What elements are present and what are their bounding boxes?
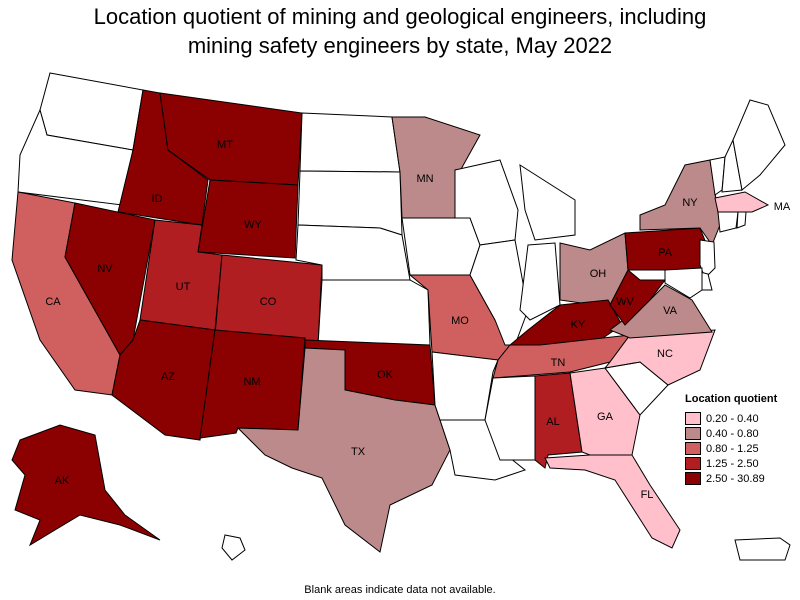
state-mi[interactable] bbox=[519, 164, 576, 241]
state-nd[interactable] bbox=[299, 112, 401, 173]
label-ga: GA bbox=[597, 411, 614, 423]
state-md[interactable] bbox=[664, 267, 703, 299]
label-mn: MN bbox=[416, 173, 433, 185]
state-ma[interactable] bbox=[714, 191, 770, 213]
map-title: Location quotient of mining and geologic… bbox=[0, 2, 800, 60]
label-nm: NM bbox=[243, 376, 260, 388]
state-ia[interactable] bbox=[401, 217, 481, 276]
label-mt: MT bbox=[217, 139, 233, 151]
legend-item: 0.20 - 0.40 bbox=[685, 411, 777, 426]
label-mo: MO bbox=[451, 315, 469, 327]
legend-item: 0.80 - 1.25 bbox=[685, 441, 777, 456]
legend-item: 1.25 - 2.50 bbox=[685, 456, 777, 471]
label-ca: CA bbox=[45, 296, 61, 308]
label-ky: KY bbox=[571, 319, 586, 331]
legend-item: 0.40 - 0.80 bbox=[685, 426, 777, 441]
legend-swatch bbox=[685, 472, 701, 485]
legend-label: 2.50 - 30.89 bbox=[706, 472, 765, 485]
legend-label: 0.80 - 1.25 bbox=[706, 442, 759, 455]
label-ut: UT bbox=[176, 281, 191, 293]
state-ks[interactable] bbox=[317, 279, 431, 346]
label-ma: MA bbox=[774, 201, 791, 213]
label-nc: NC bbox=[657, 348, 673, 360]
legend: Location quotient 0.20 - 0.40 0.40 - 0.8… bbox=[685, 393, 777, 486]
map-title-line2: mining safety engineers by state, May 20… bbox=[187, 33, 613, 58]
label-az: AZ bbox=[161, 371, 175, 383]
label-ak: AK bbox=[55, 475, 70, 487]
map-title-line1: Location quotient of mining and geologic… bbox=[93, 4, 707, 29]
state-pr[interactable] bbox=[734, 537, 791, 561]
label-co: CO bbox=[260, 296, 277, 308]
label-id: ID bbox=[152, 193, 163, 205]
legend-swatch bbox=[685, 412, 701, 425]
legend-label: 1.25 - 2.50 bbox=[706, 457, 759, 470]
legend-item: 2.50 - 30.89 bbox=[685, 471, 777, 486]
state-me[interactable] bbox=[732, 99, 786, 191]
label-wy: WY bbox=[244, 219, 262, 231]
state-fl[interactable] bbox=[544, 454, 681, 549]
label-pa: PA bbox=[658, 247, 673, 259]
label-ny: NY bbox=[682, 197, 698, 209]
footnote: Blank areas indicate data not available. bbox=[304, 584, 496, 596]
state-tx[interactable] bbox=[236, 347, 451, 553]
state-ri[interactable] bbox=[736, 211, 747, 229]
legend-swatch bbox=[685, 427, 701, 440]
label-wv: WV bbox=[616, 296, 634, 308]
label-tn: TN bbox=[551, 357, 566, 369]
legend-swatch bbox=[685, 442, 701, 455]
state-ak[interactable] bbox=[11, 424, 161, 547]
state-in[interactable] bbox=[519, 242, 561, 321]
state-hi[interactable] bbox=[221, 534, 246, 561]
state-ms[interactable] bbox=[484, 375, 536, 461]
state-ct[interactable] bbox=[717, 211, 739, 233]
label-ok: OK bbox=[377, 369, 394, 381]
label-tx: TX bbox=[351, 446, 366, 458]
label-oh: OH bbox=[590, 268, 607, 280]
legend-label: 0.40 - 0.80 bbox=[706, 427, 759, 440]
label-nv: NV bbox=[97, 263, 113, 275]
label-al: AL bbox=[546, 416, 559, 428]
state-nj[interactable] bbox=[699, 239, 716, 279]
legend-swatch bbox=[685, 457, 701, 470]
label-va: VA bbox=[663, 305, 678, 317]
label-fl: FL bbox=[641, 489, 654, 501]
legend-title: Location quotient bbox=[685, 393, 778, 405]
legend-label: 0.20 - 0.40 bbox=[706, 412, 759, 425]
